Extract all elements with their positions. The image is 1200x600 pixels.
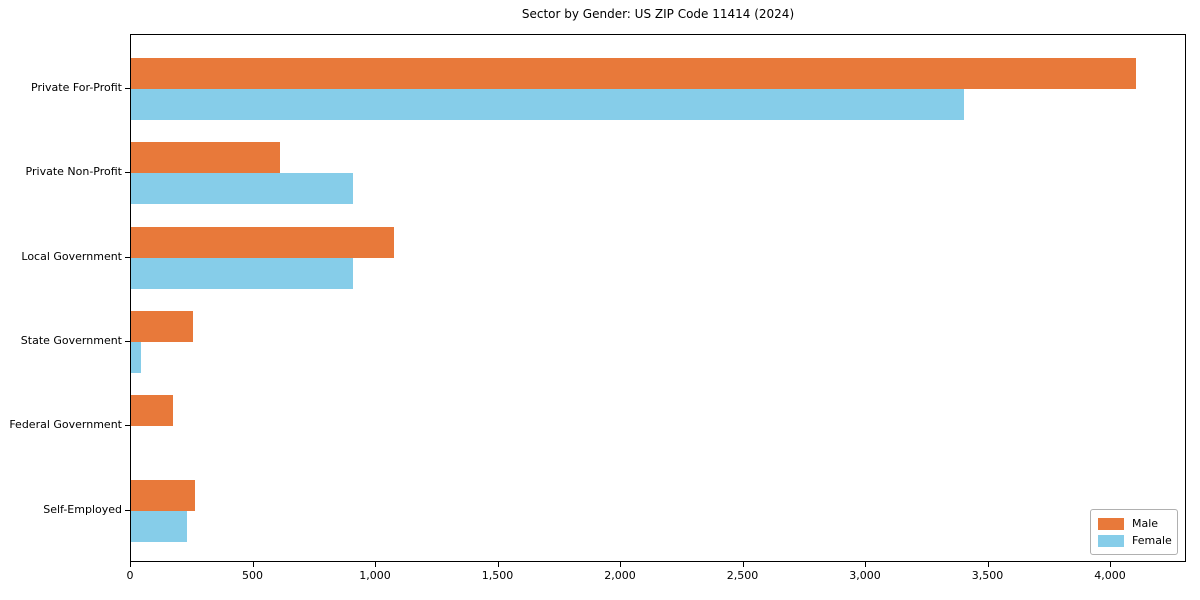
x-axis-label: 3,000 (849, 569, 881, 582)
y-tick-mark (125, 256, 130, 258)
x-tick-mark (252, 562, 254, 567)
bar-male-1 (131, 58, 1136, 89)
x-tick-mark (375, 562, 376, 567)
legend-label: Female (1132, 533, 1172, 547)
y-tick-mark (125, 172, 130, 174)
x-tick-mark (1110, 562, 1112, 567)
y-axis-label: Self-Employed (43, 502, 122, 516)
bar-male-5 (131, 395, 173, 427)
bar-female-2 (131, 173, 353, 205)
y-axis-label: Private Non-Profit (25, 165, 122, 179)
bar-female-1 (131, 89, 965, 120)
legend-swatch-male (1098, 517, 1124, 530)
plot-area (130, 34, 1186, 562)
x-axis-label: 2,500 (726, 569, 759, 582)
legend-item-male: Male (1098, 515, 1177, 532)
x-axis-label: 2,000 (604, 569, 636, 582)
x-axis-label: 500 (242, 569, 263, 582)
x-tick-mark (865, 562, 867, 567)
bar-female-3 (131, 257, 353, 289)
bar-female-6 (131, 510, 188, 542)
x-tick-mark (130, 562, 131, 567)
x-tick-mark (497, 562, 499, 567)
y-axis-label: Local Government (21, 249, 122, 263)
legend-item-female: Female (1098, 532, 1177, 549)
x-tick-mark (620, 562, 622, 567)
bar-male-6 (131, 479, 195, 511)
x-tick-mark (742, 562, 744, 567)
chart-title: Sector by Gender: US ZIP Code 11414 (202… (521, 7, 795, 21)
x-axis-label: 0 (126, 569, 134, 582)
legend-swatch-female (1098, 534, 1124, 547)
bar-male-4 (131, 310, 194, 342)
bar-female-4 (131, 341, 141, 373)
y-axis-label: Federal Government (9, 418, 122, 432)
x-axis-label: 1,000 (359, 569, 391, 582)
legend-label: Male (1132, 516, 1159, 530)
y-tick-mark (125, 88, 130, 89)
bar-male-3 (131, 226, 395, 258)
y-axis-label: Private For-Profit (31, 81, 122, 94)
x-tick-mark (987, 562, 989, 567)
y-tick-mark (125, 340, 130, 342)
bar-male-2 (131, 142, 281, 174)
y-tick-mark (125, 509, 130, 511)
x-axis-label: 3,500 (971, 569, 1004, 582)
x-axis-label: 1,500 (481, 569, 514, 582)
y-axis-label: State Government (20, 333, 122, 347)
y-tick-mark (125, 425, 130, 427)
legend: Male Female (1090, 509, 1178, 555)
x-axis-label: 4,000 (1094, 569, 1126, 582)
